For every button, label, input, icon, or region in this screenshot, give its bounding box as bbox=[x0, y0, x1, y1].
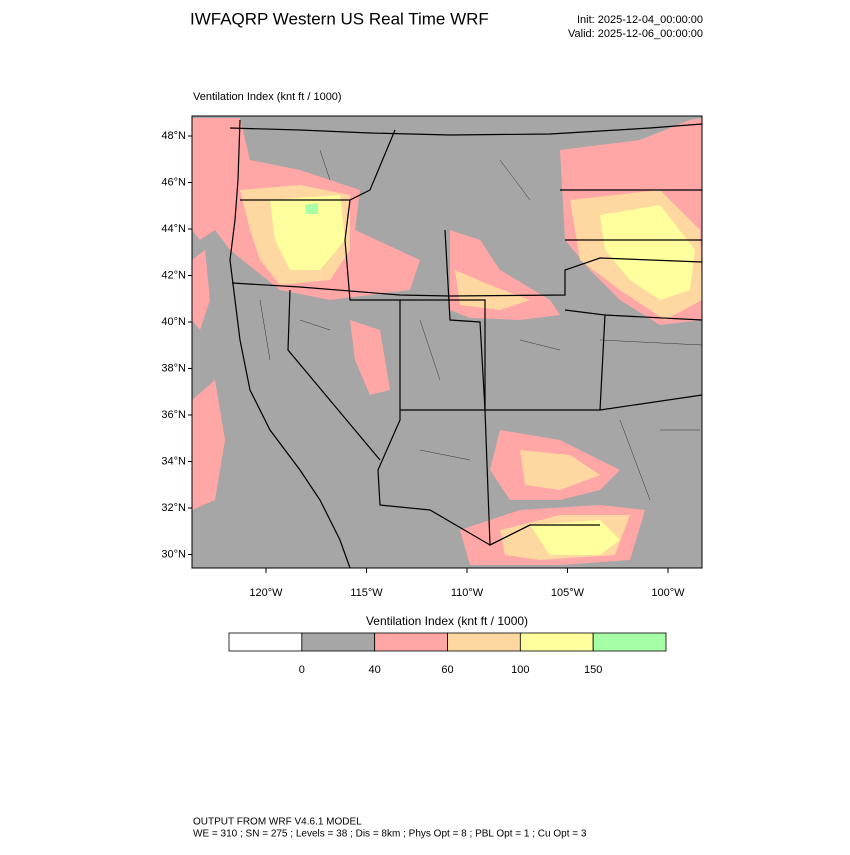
lat-labels: 48°N 46°N 44°N 42°N 40°N 38°N 36°N 34°N 32°N 30°N bbox=[161, 130, 192, 560]
lon-labels: 120°W 115°W 110°W 105°W 100°W bbox=[249, 568, 685, 599]
lon-label: 120°W bbox=[249, 587, 283, 599]
lat-label: 32°N bbox=[161, 502, 186, 514]
lat-label: 34°N bbox=[161, 455, 186, 467]
county-lines bbox=[259, 149, 703, 501]
lat-label: 42°N bbox=[161, 269, 186, 281]
lon-label: 100°W bbox=[651, 587, 685, 599]
lat-label: 44°N bbox=[161, 223, 186, 235]
colorbar-box bbox=[592, 632, 667, 652]
colorbar-box bbox=[301, 632, 376, 652]
title: IWFAQRP Western US Real Time WRF bbox=[190, 9, 489, 28]
colorbar-box bbox=[228, 632, 303, 652]
map bbox=[191, 115, 703, 569]
lat-label: 30°N bbox=[161, 548, 186, 560]
map-label: Ventilation Index (knt ft / 1000) bbox=[193, 91, 342, 103]
lat-label: 36°N bbox=[161, 409, 186, 421]
lon-label: 105°W bbox=[551, 587, 585, 599]
lat-label: 38°N bbox=[161, 362, 186, 374]
map-frame bbox=[191, 115, 703, 569]
footer-line: OUTPUT FROM WRF V4.6.1 MODEL bbox=[193, 817, 362, 828]
init-time: Init: 2025-12-04_00:00:00 bbox=[577, 14, 703, 26]
lat-label: 46°N bbox=[161, 176, 186, 188]
colorbar-label: 100 bbox=[511, 664, 529, 676]
lon-label: 110°W bbox=[451, 587, 484, 599]
colorbar-box bbox=[374, 632, 448, 652]
lon-label: 115°W bbox=[350, 587, 383, 599]
lat-label: 40°N bbox=[161, 316, 186, 328]
colorbar: 0 40 60 100 150 bbox=[228, 632, 667, 676]
colorbar-label: 60 bbox=[441, 664, 453, 676]
colorbar-box bbox=[519, 632, 594, 652]
index-shading bbox=[192, 118, 702, 565]
colorbar-label: 0 bbox=[299, 664, 305, 676]
valid-time: Valid: 2025-12-06_00:00:00 bbox=[568, 28, 703, 40]
state-borders bbox=[229, 119, 703, 569]
footer-line: WE = 310 ; SN = 275 ; Levels = 38 ; Dis … bbox=[193, 829, 587, 840]
colorbar-title: Ventilation Index (knt ft / 1000) bbox=[366, 614, 528, 628]
colorbar-label: 40 bbox=[369, 664, 381, 676]
colorbar-box bbox=[447, 632, 521, 652]
lat-label: 48°N bbox=[161, 130, 186, 142]
colorbar-label: 150 bbox=[584, 664, 602, 676]
